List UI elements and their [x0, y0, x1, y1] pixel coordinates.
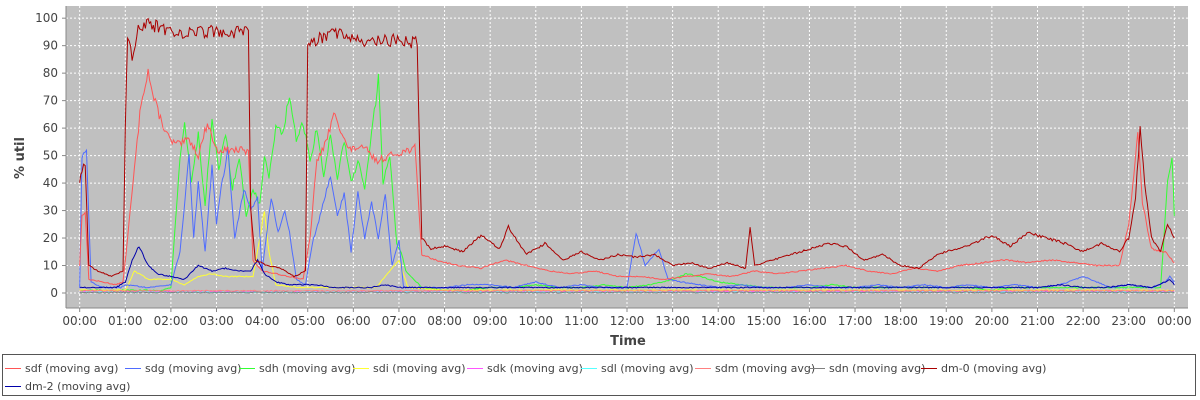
y-tick-label: 60 — [43, 121, 58, 135]
x-tick-label: 20:00 — [975, 314, 1010, 328]
x-tick-label: 05:00 — [290, 314, 325, 328]
y-tick-label: 30 — [43, 204, 58, 218]
x-tick-label: 04:00 — [245, 314, 280, 328]
x-tick-label: 15:00 — [747, 314, 782, 328]
y-tick-label: 100 — [35, 11, 58, 25]
y-tick-label: 80 — [43, 66, 58, 80]
y-tick-label: 0 — [50, 286, 58, 300]
utilization-line-chart: 0 10 20 30 40 50 60 70 80 90 100 00:00 01:00 02:00 03… — [13, 6, 1192, 349]
legend-item: sdm (moving avg) — [695, 360, 815, 376]
legend-label: dm-2 (moving avg) — [25, 379, 131, 393]
y-tick-label: 40 — [43, 176, 58, 190]
legend-item: sdi (moving avg) — [353, 360, 466, 376]
legend-item: sdn (moving avg) — [809, 360, 925, 376]
legend-label: sdh (moving avg) — [259, 361, 356, 375]
legend-item: sdk (moving avg) — [467, 360, 583, 376]
legend-item: dm-0 (moving avg) — [921, 360, 1046, 376]
legend-swatch — [695, 367, 711, 369]
legend-label: sdm (moving avg) — [715, 361, 816, 375]
legend-item: dm-2 (moving avg) — [5, 378, 130, 394]
legend-swatch — [239, 367, 255, 369]
legend-swatch — [5, 367, 21, 369]
y-tick-label: 20 — [43, 231, 58, 245]
x-tick-label: 19:00 — [929, 314, 964, 328]
x-tick-label: 18:00 — [883, 314, 918, 328]
x-tick-label: 06:00 — [336, 314, 371, 328]
legend-label: sdi (moving avg) — [373, 361, 466, 375]
x-tick-label: 16:00 — [792, 314, 827, 328]
legend-label: dm-0 (moving avg) — [941, 361, 1047, 375]
series-line-sdm — [79, 289, 1175, 292]
x-tick-label: 00:00 — [62, 314, 97, 328]
x-axis-title: Time — [610, 334, 646, 349]
x-tick-label: 00:00 — [1157, 314, 1192, 328]
y-axis-title: % util — [13, 137, 28, 179]
legend-swatch — [581, 367, 597, 369]
chart-legend: sdf (moving avg) sdg (moving avg) sdh (mov… — [2, 354, 1196, 396]
legend-swatch — [467, 367, 483, 369]
x-tick-label: 03:00 — [199, 314, 234, 328]
legend-label: sdl (moving avg) — [601, 361, 694, 375]
legend-item: sdh (moving avg) — [239, 360, 355, 376]
legend-label: sdk (moving avg) — [487, 361, 583, 375]
legend-item: sdl (moving avg) — [581, 360, 694, 376]
legend-label: sdn (moving avg) — [829, 361, 926, 375]
x-tick-label: 02:00 — [154, 314, 189, 328]
x-tick-label: 11:00 — [564, 314, 599, 328]
x-tick-label: 09:00 — [473, 314, 508, 328]
x-tick-label: 23:00 — [1111, 314, 1146, 328]
y-tick-label: 50 — [43, 149, 58, 163]
series-line-dm-2 — [79, 246, 1175, 289]
x-tick-label: 22:00 — [1066, 314, 1101, 328]
legend-label: sdf (moving avg) — [25, 361, 119, 375]
y-tick-label: 10 — [43, 259, 58, 273]
series-lines — [79, 17, 1175, 294]
x-tick-label: 10:00 — [518, 314, 553, 328]
series-line-sdn — [79, 291, 1175, 294]
x-tick-label: 12:00 — [610, 314, 645, 328]
x-tick-label: 01:00 — [108, 314, 143, 328]
legend-swatch — [921, 367, 937, 369]
y-tick-label: 70 — [43, 94, 58, 108]
legend-swatch — [5, 385, 21, 387]
x-tick-label: 17:00 — [838, 314, 873, 328]
series-line-dm-0 — [79, 17, 1175, 278]
legend-swatch — [353, 367, 369, 369]
x-tick-label: 07:00 — [382, 314, 417, 328]
x-tick-label: 21:00 — [1020, 314, 1055, 328]
y-tick-label: 90 — [43, 39, 58, 53]
legend-item: sdf (moving avg) — [5, 360, 118, 376]
legend-item: sdg (moving avg) — [125, 360, 241, 376]
legend-label: sdg (moving avg) — [145, 361, 242, 375]
legend-swatch — [809, 367, 825, 369]
legend-swatch — [125, 367, 141, 369]
x-tick-label: 14:00 — [701, 314, 736, 328]
x-tick-labels: 00:00 01:00 02:00 03:00 04:00 05:00 06:00 07:00… — [62, 308, 1192, 328]
y-tick-labels: 0 10 20 30 40 50 60 70 80 90 100 — [35, 11, 66, 300]
x-tick-label: 08:00 — [427, 314, 462, 328]
x-tick-label: 13:00 — [655, 314, 690, 328]
